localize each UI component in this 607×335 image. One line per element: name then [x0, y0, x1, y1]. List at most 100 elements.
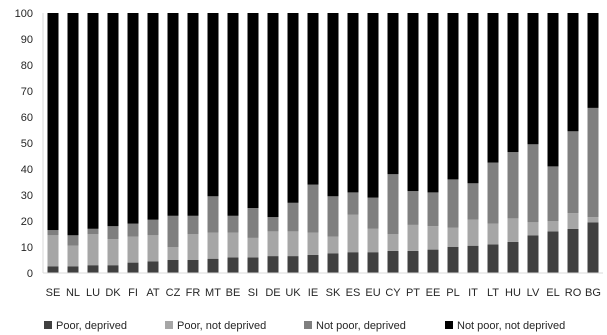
bar-segment-nl-series-4 [67, 13, 79, 236]
bar-segment-uk-series-4 [287, 13, 299, 203]
bar-segment-es-series-2 [347, 214, 359, 253]
bar-segment-es-series-3 [347, 192, 359, 215]
bar-segment-pt-series-2 [407, 224, 419, 251]
bar-segment-at-series-1 [147, 261, 159, 273]
bar-segment-se-series-1 [47, 266, 59, 273]
bar-segment-bg-series-3 [587, 107, 599, 218]
bar-segment-fi-series-2 [127, 236, 139, 263]
bar-segment-lv-series-3 [527, 144, 539, 223]
bar-segment-el-series-2 [547, 221, 559, 232]
x-tick-label: EE [426, 287, 441, 299]
bar-segment-be-series-1 [227, 257, 239, 273]
bar-segment-el-series-4 [547, 13, 559, 167]
bar-segment-ro-series-3 [567, 131, 579, 214]
x-tick-label: FR [186, 287, 201, 299]
bar-segment-pt-series-1 [407, 250, 419, 273]
x-tick-label: IE [308, 287, 318, 299]
y-tick-label: 50 [21, 138, 33, 150]
bar-segment-lu-series-2 [87, 234, 99, 266]
x-tick-label: CY [385, 287, 401, 299]
legend-label: Not poor, not deprived [457, 320, 565, 332]
bar-segment-nl-series-3 [67, 235, 79, 246]
bar-segment-es-series-1 [347, 252, 359, 273]
bar-segment-hu-series-2 [507, 218, 519, 242]
bar-segment-se-series-2 [47, 235, 59, 267]
bar-segment-nl-series-2 [67, 245, 79, 267]
y-tick-label: 60 [21, 112, 33, 124]
x-tick-label: SK [326, 287, 341, 299]
bar-segment-lv-series-1 [527, 235, 539, 273]
bar-segment-pl-series-1 [447, 247, 459, 273]
x-axis: SE NL LU DK FI AT CZ FR MT BE SI DE UK IE SK ES EU CY PT EE… [43, 272, 603, 299]
x-tick-label: RO [565, 287, 582, 299]
bar-segment-fr-series-1 [187, 260, 199, 273]
bar-segment-ro-series-2 [567, 213, 579, 229]
bar-segment-el-series-1 [547, 231, 559, 273]
bar-segment-sk-series-2 [327, 236, 339, 254]
bar-segment-pl-series-3 [447, 179, 459, 228]
bar-segment-uk-series-3 [287, 202, 299, 232]
bar-segment-ee-series-4 [427, 13, 439, 193]
bar-segment-lu-series-3 [87, 228, 99, 234]
x-tick-label: PT [406, 287, 420, 299]
x-tick-label: LT [487, 287, 499, 299]
bar-segment-se-series-4 [47, 13, 59, 231]
bar-segment-eu-series-3 [367, 197, 379, 229]
bar-segment-lu-series-1 [87, 265, 99, 273]
bar-segment-mt-series-4 [207, 13, 219, 197]
legend-label: Poor, deprived [56, 320, 127, 332]
bar-segment-be-series-4 [227, 13, 239, 216]
bar-segment-ie-series-4 [307, 13, 319, 185]
bar-segment-de-series-3 [267, 217, 279, 232]
bar-segment-fi-series-4 [127, 13, 139, 224]
bar-segment-sk-series-4 [327, 13, 339, 197]
bar-segment-hu-series-1 [507, 241, 519, 273]
x-tick-label: LU [86, 287, 100, 299]
x-tick-label: DE [265, 287, 280, 299]
bar-segment-eu-series-4 [367, 13, 379, 198]
bar-segment-cz-series-1 [167, 260, 179, 273]
x-tick-label: IT [468, 287, 478, 299]
bar-segment-lt-series-3 [487, 162, 499, 224]
bar-segment-at-series-4 [147, 13, 159, 220]
x-tick-label: AT [146, 287, 160, 299]
bar-segment-de-series-2 [267, 231, 279, 257]
x-tick-label: SI [248, 287, 258, 299]
bar-segment-it-series-3 [467, 183, 479, 220]
bar-segment-si-series-4 [247, 13, 259, 208]
bar-segment-cy-series-4 [387, 13, 399, 175]
bar-segment-mt-series-3 [207, 196, 219, 233]
x-tick-label: BE [226, 287, 241, 299]
bar-segment-pt-series-3 [407, 191, 419, 225]
x-tick-label: EL [546, 287, 559, 299]
y-axis: 0 10 20 30 40 50 60 70 80 90 100 [15, 8, 44, 280]
legend-label: Not poor, deprived [316, 320, 406, 332]
bar-segment-ee-series-2 [427, 226, 439, 250]
x-tick-label: CZ [166, 287, 181, 299]
bar-segment-ro-series-1 [567, 228, 579, 273]
x-tick-label: FI [128, 287, 138, 299]
bar-segment-lt-series-2 [487, 223, 499, 245]
x-tick-label: PL [446, 287, 459, 299]
bar-segment-fr-series-2 [187, 234, 199, 260]
x-tick-label: HU [505, 287, 521, 299]
bar-segment-lv-series-2 [527, 222, 539, 236]
bar-segment-sk-series-1 [327, 253, 339, 273]
x-tick-label: MT [205, 287, 221, 299]
bar-segment-uk-series-1 [287, 256, 299, 273]
bar-segment-ee-series-1 [427, 249, 439, 273]
bar-segment-at-series-2 [147, 235, 159, 262]
bar-segment-hu-series-3 [507, 152, 519, 219]
bar-segment-fi-series-3 [127, 223, 139, 237]
x-tick-label: NL [66, 287, 80, 299]
bar-segment-mt-series-2 [207, 232, 219, 259]
x-tick-label: UK [285, 287, 301, 299]
legend-swatch [445, 321, 453, 329]
bar-segment-el-series-3 [547, 166, 559, 221]
bar-segment-ie-series-1 [307, 254, 319, 273]
bar-segment-cy-series-3 [387, 174, 399, 234]
bar-segment-si-series-3 [247, 208, 259, 238]
bar-segment-it-series-1 [467, 245, 479, 273]
y-tick-label: 70 [21, 86, 33, 98]
x-tick-label: SE [46, 287, 61, 299]
